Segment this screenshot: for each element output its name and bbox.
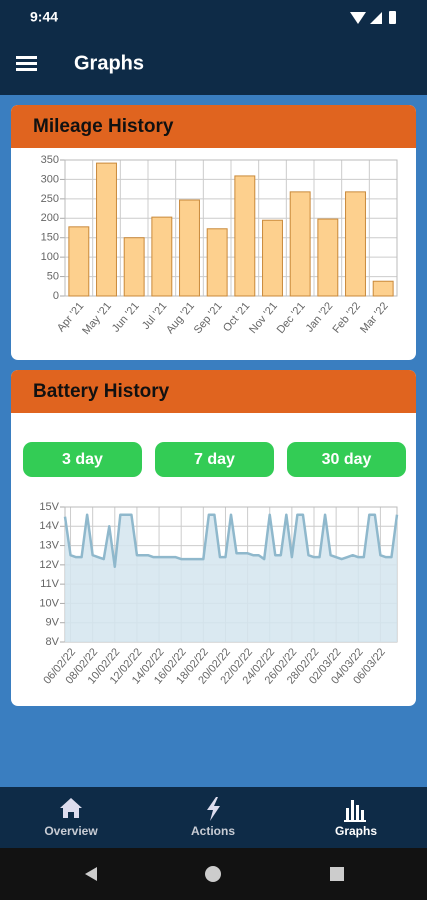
bar [179, 199, 200, 297]
bar [372, 280, 394, 297]
nav-label: Graphs [335, 824, 377, 838]
app-title: Graphs [74, 52, 144, 74]
bar [151, 216, 173, 297]
y-tick-label: 0 [53, 290, 59, 302]
status-time: 9:44 [30, 9, 58, 25]
y-tick-label: 50 [47, 270, 59, 282]
y-tick-label: 13V [39, 539, 59, 551]
y-tick-label: 12V [39, 559, 59, 571]
bar [206, 228, 228, 297]
range-button[interactable] [287, 442, 406, 477]
y-tick-label: 100 [41, 251, 59, 263]
bar [317, 218, 339, 297]
range-button-label: 30 day [322, 451, 372, 468]
bar [345, 191, 366, 297]
card-title: Battery History [33, 381, 170, 402]
y-tick-label: 14V [39, 520, 59, 532]
range-button[interactable] [23, 442, 142, 477]
y-tick-label: 15V [39, 501, 59, 513]
line [63, 513, 399, 569]
y-tick-label: 250 [41, 193, 59, 205]
card-title: Mileage History [33, 116, 174, 137]
y-tick-label: 150 [41, 232, 59, 244]
y-tick-label: 11V [40, 578, 59, 590]
back-button[interactable] [85, 867, 97, 881]
menu-button[interactable] [16, 56, 37, 71]
y-tick-label: 9V [46, 617, 60, 629]
y-tick-label: 350 [41, 154, 59, 166]
bar [123, 237, 145, 297]
y-tick-label: 200 [41, 212, 59, 224]
bar [68, 226, 90, 297]
range-button-label: 7 day [194, 451, 235, 468]
card-header [11, 370, 416, 413]
bar [289, 191, 311, 297]
nav-icons [60, 797, 366, 822]
range-button-label: 3 day [62, 451, 103, 468]
status-icons [350, 11, 396, 24]
bar [96, 162, 117, 297]
home-button[interactable] [205, 866, 221, 882]
area-fill [65, 514, 397, 642]
y-tick-label: 10V [39, 597, 59, 609]
y-tick-label: 8V [46, 636, 60, 648]
plot-frame [64, 159, 398, 297]
y-tick-label: 300 [41, 173, 59, 185]
nav-label: Overview [44, 824, 98, 838]
recents-button[interactable] [330, 867, 344, 881]
card-header [11, 105, 416, 148]
bar [262, 219, 283, 297]
nav-label: Actions [191, 824, 235, 838]
range-button[interactable] [155, 442, 274, 477]
bar [234, 175, 256, 297]
bottom-nav [0, 787, 427, 848]
